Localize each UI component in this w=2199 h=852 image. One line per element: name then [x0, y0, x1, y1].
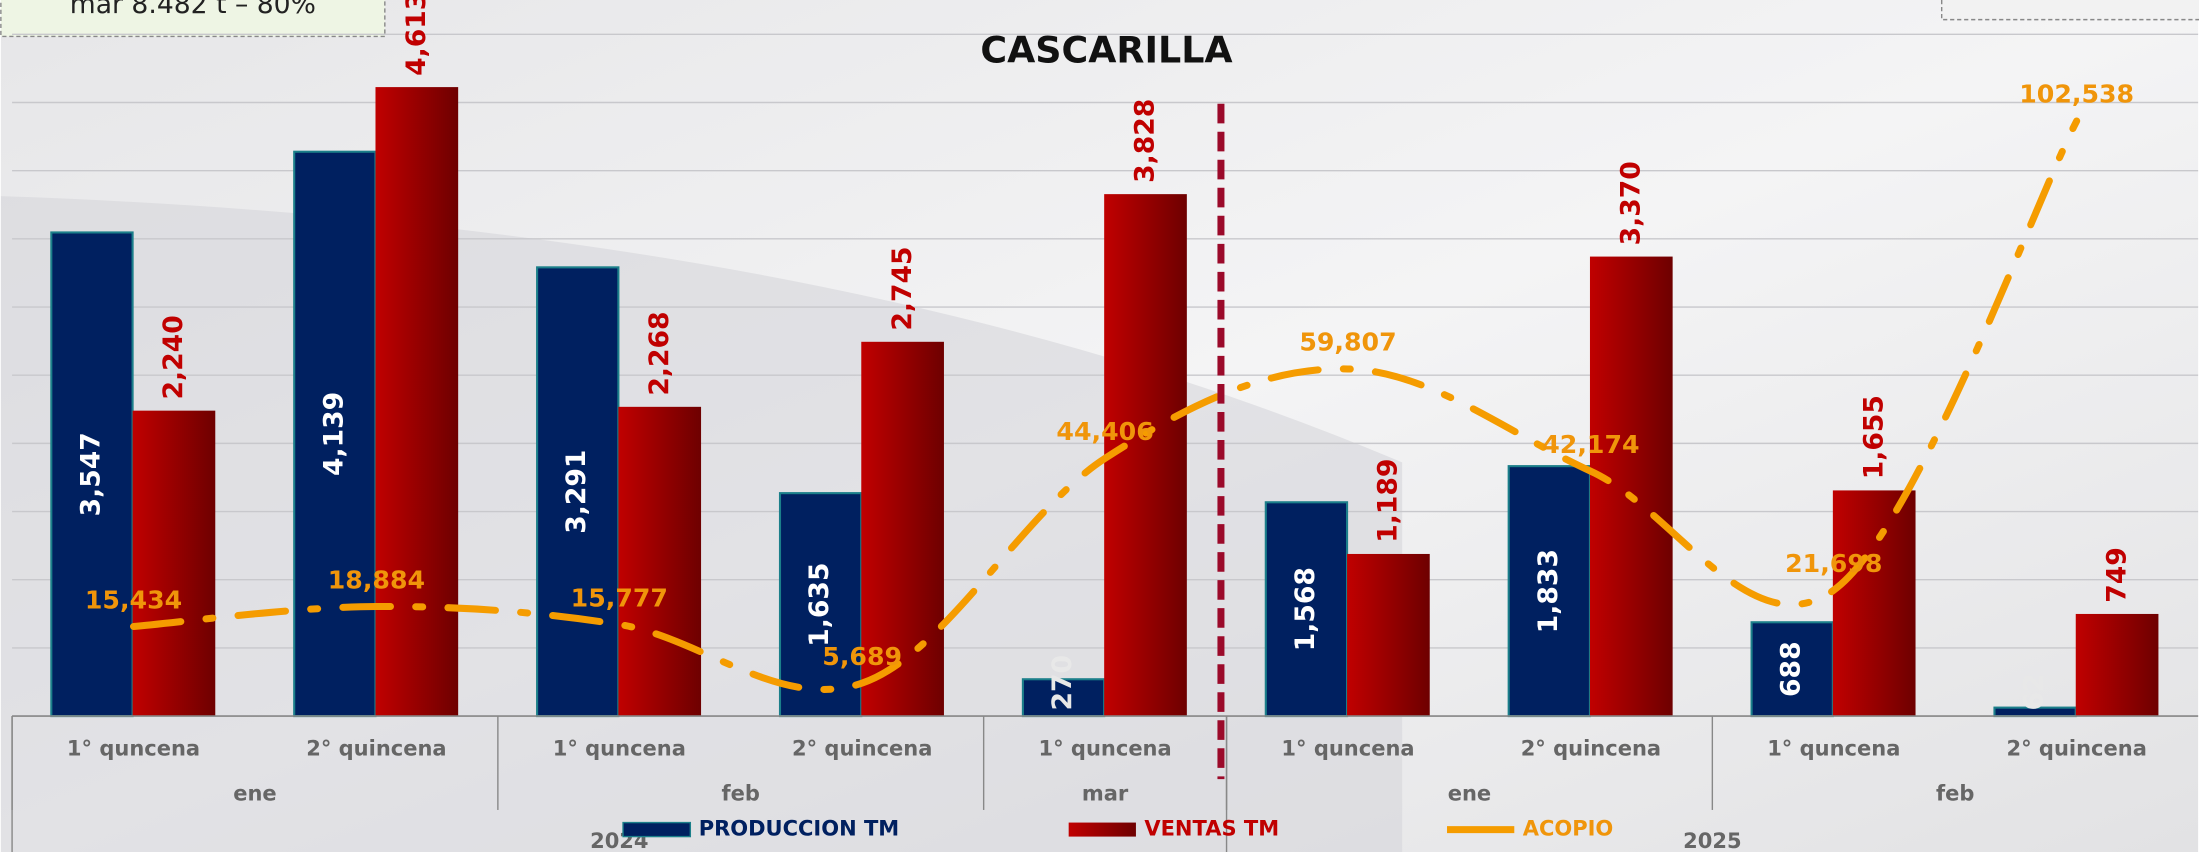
x-tick-label: 2° quincena	[306, 736, 446, 761]
x-group-label: feb	[722, 781, 760, 806]
data-label: 1,189	[1373, 459, 1404, 543]
bar	[1589, 256, 1673, 717]
data-label: 749	[2101, 547, 2132, 603]
data-label: 15,777	[571, 583, 668, 612]
data-label: 270	[1047, 655, 1078, 711]
x-group-label: feb	[1936, 781, 1974, 806]
data-label: 1,833	[1533, 549, 1564, 633]
x-tick-label: 1° quncena	[67, 736, 200, 761]
legend-label: PRODUCCION TM	[699, 816, 900, 841]
data-label: 42,174	[1542, 430, 1639, 459]
bar	[50, 231, 134, 718]
data-label: 4,613	[401, 0, 432, 76]
legend-swatch	[1068, 822, 1136, 837]
data-label: 1,635	[804, 563, 835, 647]
x-tick-label: 1° quncena	[1767, 736, 1900, 761]
x-group-label: mar	[1082, 781, 1129, 806]
data-label: 2,745	[887, 246, 918, 330]
legend-swatch	[622, 821, 692, 838]
line	[130, 117, 2081, 693]
note-box	[1940, 0, 2199, 21]
bar	[293, 150, 377, 718]
data-label: 3,828	[1130, 99, 1161, 183]
x-group-label: ene	[1448, 781, 1491, 806]
data-label: 3,370	[1616, 161, 1647, 245]
chart-title: CASCARILLA	[980, 28, 1233, 71]
data-label: 688	[1776, 641, 1807, 697]
data-label: 1,655	[1858, 395, 1889, 479]
bar	[618, 406, 702, 717]
x-group-label: ene	[233, 781, 276, 806]
bar	[1750, 621, 1834, 718]
bar	[861, 341, 944, 717]
data-label: 5,689	[822, 642, 902, 671]
data-label: 3,547	[75, 432, 106, 516]
x-tick-label: 1° quncena	[1281, 736, 1414, 761]
data-label: 4,139	[318, 392, 349, 476]
bar	[1021, 678, 1106, 718]
bar	[1104, 194, 1187, 717]
note: mar 8.482 t – 80%	[70, 0, 316, 20]
bar	[1507, 465, 1592, 718]
x-group-label: 2025	[1683, 828, 1741, 852]
data-label: 2,268	[644, 311, 675, 395]
data-label: 3,291	[561, 450, 592, 534]
data-label: 1,568	[1290, 567, 1321, 651]
x-tick-label: 2° quincena	[792, 736, 932, 761]
bar	[132, 410, 216, 717]
bar	[1832, 490, 1916, 717]
bar	[375, 87, 459, 717]
data-label: 62	[2019, 673, 2050, 710]
bar	[1264, 501, 1349, 718]
x-tick-label: 1° quncena	[1039, 736, 1172, 761]
data-label: 15,434	[85, 585, 182, 614]
data-label: 18,884	[328, 565, 425, 594]
data-label: 21,698	[1785, 549, 1882, 578]
bar	[1347, 553, 1430, 717]
data-label: 102,538	[2019, 80, 2134, 109]
data-label: 59,807	[1299, 328, 1396, 357]
x-tick-label: 1° quncena	[553, 736, 686, 761]
x-tick-label: 2° quincena	[1521, 736, 1661, 761]
x-tick-label: 2° quincena	[2006, 736, 2146, 761]
legend-label: ACOPIO	[1523, 816, 1614, 841]
bar	[2075, 613, 2159, 717]
note-box	[0, 0, 386, 38]
bar	[778, 492, 863, 718]
data-label: 2,240	[158, 315, 189, 399]
data-label: 44,406	[1056, 417, 1153, 446]
legend-label: VENTAS TM	[1144, 816, 1279, 841]
